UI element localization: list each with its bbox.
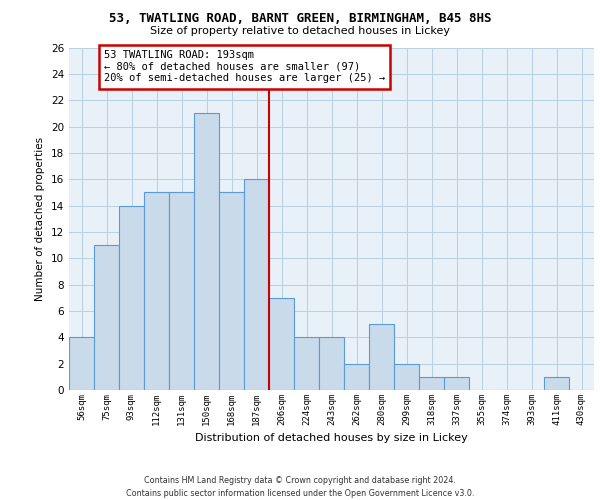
Bar bbox=[444, 377, 469, 390]
Bar bbox=[244, 179, 269, 390]
Bar bbox=[544, 377, 569, 390]
Text: Size of property relative to detached houses in Lickey: Size of property relative to detached ho… bbox=[150, 26, 450, 36]
Bar bbox=[369, 324, 394, 390]
X-axis label: Distribution of detached houses by size in Lickey: Distribution of detached houses by size … bbox=[195, 434, 468, 444]
Bar bbox=[219, 192, 244, 390]
Bar bbox=[294, 338, 319, 390]
Bar bbox=[94, 245, 119, 390]
Bar bbox=[319, 338, 344, 390]
Text: 53 TWATLING ROAD: 193sqm
← 80% of detached houses are smaller (97)
20% of semi-d: 53 TWATLING ROAD: 193sqm ← 80% of detach… bbox=[104, 50, 385, 84]
Bar bbox=[169, 192, 194, 390]
Text: Contains HM Land Registry data © Crown copyright and database right 2024.
Contai: Contains HM Land Registry data © Crown c… bbox=[126, 476, 474, 498]
Bar bbox=[144, 192, 169, 390]
Bar bbox=[119, 206, 144, 390]
Text: 53, TWATLING ROAD, BARNT GREEN, BIRMINGHAM, B45 8HS: 53, TWATLING ROAD, BARNT GREEN, BIRMINGH… bbox=[109, 12, 491, 26]
Bar bbox=[419, 377, 444, 390]
Y-axis label: Number of detached properties: Number of detached properties bbox=[35, 136, 46, 301]
Bar bbox=[394, 364, 419, 390]
Bar bbox=[269, 298, 294, 390]
Bar bbox=[344, 364, 369, 390]
Bar bbox=[194, 114, 219, 390]
Bar bbox=[69, 338, 94, 390]
